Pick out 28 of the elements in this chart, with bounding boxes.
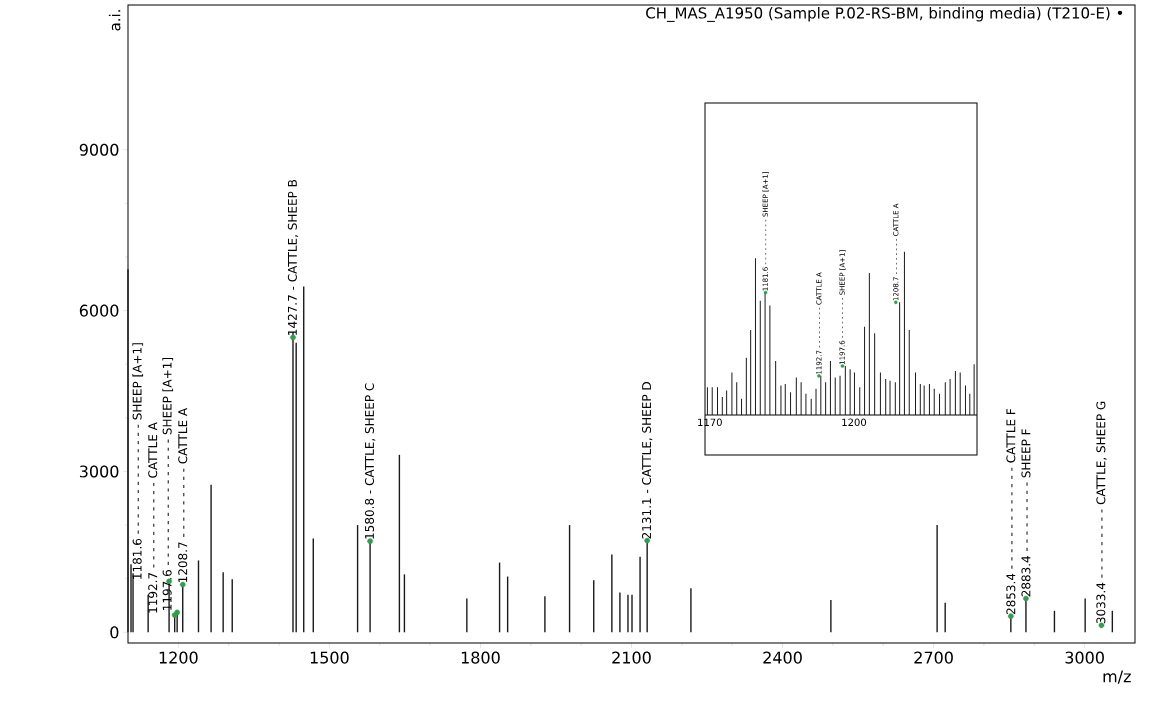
annotation: 3033.4 - - - - - - - - - CATTLE, SHEEP G	[1096, 401, 1107, 624]
y-tick-label: 3000	[79, 465, 119, 478]
chart-title: CH_MAS_A1950 (Sample P.02-RS-BM, binding media) (T210-E) •	[646, 7, 1123, 22]
x-tick-label: 1500	[310, 651, 349, 664]
annotation: 1427.7 - CATTLE, SHEEP B	[287, 180, 299, 335]
x-axis-title: m/z	[1103, 670, 1131, 684]
annotation: 1192.7 - - - - - - - - - - - CATTLE A	[148, 422, 158, 613]
annotation: 1181.6 - - - - - - - - - - - - - - SHEEP [A+1]	[132, 343, 144, 579]
annotation: 1208.7 - - - - - - - - - CATTLE A	[178, 407, 188, 583]
x-tick-label: 1200	[159, 651, 198, 664]
point	[840, 364, 845, 368]
x-tick-label: 2700	[914, 651, 953, 664]
x-tick-label: 1170	[698, 418, 722, 427]
x-tick-label: 1800	[461, 651, 500, 664]
y-tick-label: 9000	[79, 143, 119, 156]
point	[893, 300, 898, 305]
annotation: 1580.8 - CATTLE, SHEEP C	[364, 383, 376, 539]
annotation: 2853.4 - - - - - - - - - - - - - CATTLE F	[1006, 408, 1016, 615]
annotation: 2883.4 - - - - - - - - - SHEEP F	[1021, 429, 1031, 597]
y-axis-title: a.i.	[108, 10, 121, 31]
x-tick-label: 2400	[763, 651, 802, 664]
x-tick-label: 1200	[842, 418, 867, 427]
x-tick-label: 2100	[612, 651, 651, 664]
annotation: 2131.1 - CATTLE, SHEEP D	[642, 382, 653, 539]
x-tick-label: 3000	[1065, 651, 1104, 664]
annotation: 1197.6 - - - - - - - - - - - - - - - - SHEEP [A+1]	[162, 358, 174, 610]
y-tick-label: 0	[110, 626, 119, 639]
y-tick-label: 6000	[79, 304, 119, 317]
